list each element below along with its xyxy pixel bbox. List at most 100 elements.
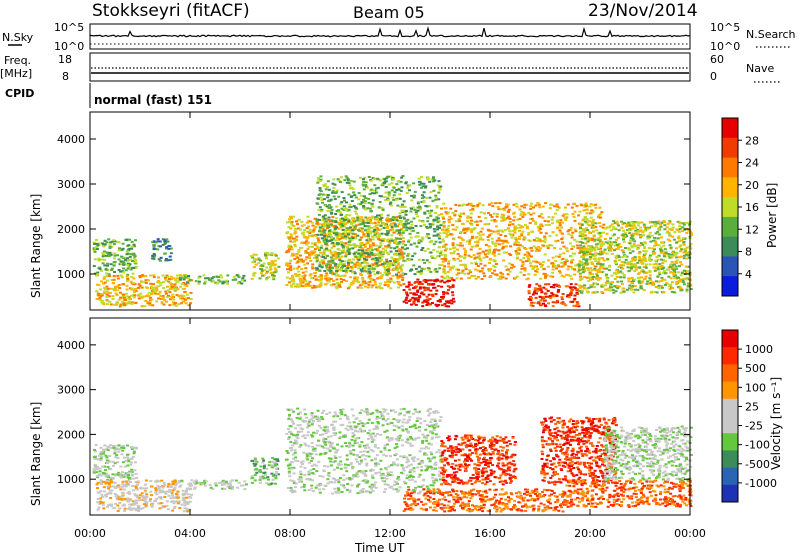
echo-cell	[103, 264, 107, 267]
echo-cell	[335, 205, 339, 208]
echo-cell	[363, 200, 367, 203]
echo-cell	[373, 233, 377, 236]
echo-cell	[342, 205, 346, 208]
echo-cell	[622, 240, 626, 243]
echo-cell	[550, 261, 554, 264]
echo-cell	[388, 194, 392, 197]
echo-cell	[654, 286, 658, 288]
echo-cell	[639, 285, 643, 288]
echo-cell	[570, 248, 574, 250]
echo-cell	[655, 256, 659, 258]
echo-cell	[326, 235, 330, 238]
echo-cell	[332, 195, 336, 198]
echo-cell	[320, 199, 324, 202]
echo-cell	[612, 220, 616, 223]
echo-cell	[367, 236, 371, 239]
echo-cell	[678, 221, 682, 224]
echo-cell	[264, 254, 267, 257]
echo-cell	[351, 237, 355, 239]
echo-cell	[628, 248, 631, 251]
echo-cell	[118, 287, 122, 289]
echo-cell	[564, 304, 568, 307]
echo-cell	[265, 270, 269, 273]
echo-cell	[107, 253, 111, 256]
echo-cell	[316, 181, 320, 184]
echo-cell	[604, 241, 608, 244]
echo-cell	[274, 269, 278, 272]
echo-cell	[496, 232, 500, 235]
echo-cell	[394, 225, 398, 228]
echo-cell	[564, 258, 568, 261]
echo-cell	[642, 249, 646, 252]
echo-cell	[185, 281, 189, 284]
echo-cell	[572, 304, 576, 307]
echo-cell	[113, 271, 117, 273]
echo-cell	[591, 224, 595, 227]
echo-cell	[649, 240, 653, 243]
echo-cell	[347, 233, 350, 236]
echo-cell	[544, 224, 548, 226]
echo-cell	[391, 229, 395, 232]
echo-cell	[570, 234, 574, 237]
echo-cell	[440, 285, 444, 288]
echo-cell	[470, 262, 474, 265]
echo-cell	[203, 282, 207, 285]
echo-cell	[347, 182, 351, 185]
echo-cell	[466, 220, 470, 223]
echo-cell	[337, 248, 341, 251]
echo-cell	[506, 241, 510, 244]
echo-cell	[105, 472, 108, 475]
echo-cell	[553, 295, 557, 297]
echo-cell	[342, 197, 346, 199]
echo-cell	[132, 500, 135, 503]
echo-cell	[391, 258, 395, 261]
echo-cell	[674, 267, 678, 270]
echo-cell	[608, 242, 612, 245]
echo-cell	[132, 282, 135, 285]
echo-cell	[145, 493, 149, 496]
echo-cell	[308, 232, 312, 235]
echo-cell	[586, 247, 590, 250]
echo-cell	[341, 224, 345, 227]
echo-cell	[469, 256, 473, 258]
echo-cell	[344, 242, 348, 245]
echo-cell	[357, 252, 361, 255]
echo-cell	[152, 276, 156, 279]
echo-cell	[342, 246, 345, 249]
echo-cell	[360, 249, 364, 252]
echo-cell	[165, 505, 169, 508]
echo-cell	[335, 231, 339, 234]
echo-cell	[317, 213, 321, 216]
echo-cell	[653, 248, 656, 251]
nsky-tick-low: 10^0	[54, 40, 84, 53]
echo-cell	[661, 271, 665, 274]
echo-cell	[313, 243, 317, 246]
echo-cell	[491, 272, 495, 275]
echo-cell	[124, 269, 128, 272]
echo-cell	[564, 218, 568, 221]
echo-cell	[440, 264, 444, 267]
echo-cell	[421, 238, 425, 241]
echo-cell	[621, 256, 625, 259]
freq-unit: [MHz]	[0, 67, 32, 80]
echo-region	[315, 175, 443, 276]
echo-cell	[296, 256, 300, 259]
echo-cell	[446, 230, 450, 232]
echo-cell	[103, 288, 107, 290]
echo-cell	[526, 256, 530, 259]
echo-cell	[409, 243, 413, 246]
echo-cell	[177, 303, 181, 306]
echo-cell	[387, 272, 391, 275]
echo-cell	[326, 276, 330, 279]
echo-cell	[332, 245, 336, 248]
echo-cell	[155, 300, 159, 303]
echo-cell	[508, 270, 512, 273]
echo-cell	[529, 299, 533, 302]
echo-cell	[549, 286, 553, 288]
echo-cell	[423, 211, 427, 214]
echo-cell	[682, 283, 686, 286]
echo-cell	[371, 238, 375, 241]
echo-cell	[555, 294, 559, 297]
echo-cell	[617, 270, 621, 273]
echo-cell	[396, 215, 400, 218]
